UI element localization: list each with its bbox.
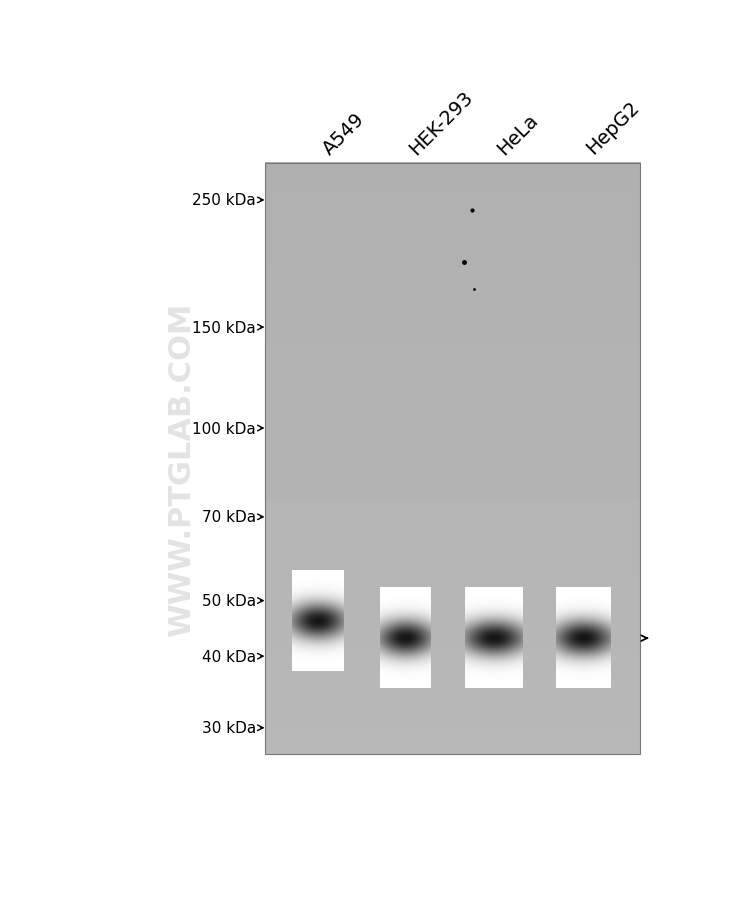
Text: 50 kDa: 50 kDa [202, 594, 256, 609]
Text: A549: A549 [319, 109, 369, 158]
Text: HepG2: HepG2 [583, 98, 643, 158]
Text: 250 kDa: 250 kDa [192, 193, 256, 208]
Text: 150 kDa: 150 kDa [192, 320, 256, 336]
Text: 100 kDa: 100 kDa [192, 421, 256, 436]
Text: WWW.PTGLAB.COM: WWW.PTGLAB.COM [167, 302, 196, 637]
Text: 30 kDa: 30 kDa [202, 721, 256, 735]
Bar [265, 164, 640, 754]
Text: 70 kDa: 70 kDa [202, 510, 256, 525]
Text: HEK-293: HEK-293 [405, 87, 477, 158]
Text: HeLa: HeLa [494, 110, 542, 158]
Text: 40 kDa: 40 kDa [202, 649, 256, 664]
